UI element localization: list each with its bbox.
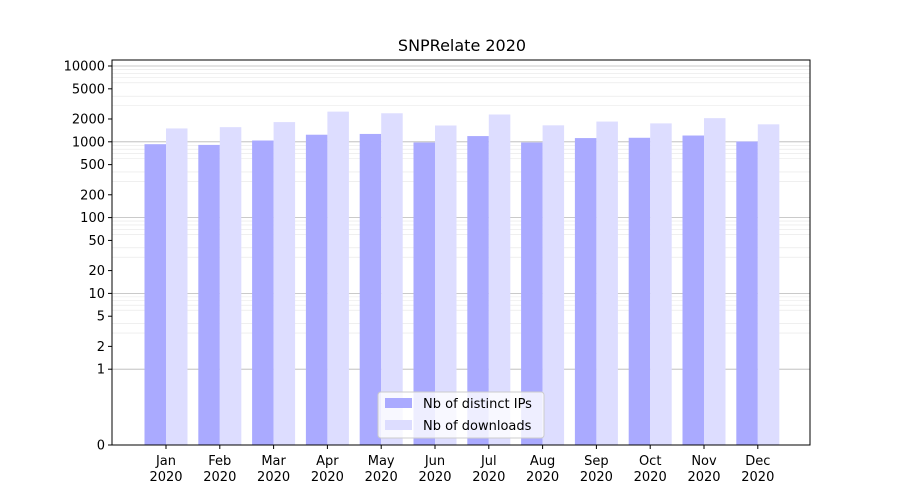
bar-distinct-ips-0 [144, 144, 166, 446]
y-tick-label: 1 [97, 363, 105, 378]
x-tick-label: Dec 2020 [741, 454, 774, 485]
x-tick-label: Nov 2020 [687, 454, 720, 485]
x-tick-label: May 2020 [365, 454, 398, 485]
bar-downloads-0 [166, 128, 188, 446]
bar-downloads-10 [704, 118, 726, 445]
bar-downloads-5 [435, 125, 457, 445]
x-tick-label: Sep 2020 [580, 454, 613, 485]
legend: Nb of distinct IPs Nb of downloads [377, 391, 545, 439]
chart-title: SNPRelate 2020 [398, 36, 526, 55]
legend-swatch [385, 398, 412, 408]
x-tick-label: Jul 2020 [472, 454, 505, 485]
bar-distinct-ips-10 [682, 135, 704, 445]
x-tick-label: Jun 2020 [418, 454, 451, 485]
y-tick-label: 20 [88, 264, 105, 279]
y-tick-label: 2000 [72, 112, 105, 127]
x-axis: Jan 2020 Feb 2020 Mar 2020 Apr 2020 May 2020 Jun 20… [149, 445, 774, 485]
bar-downloads-4 [381, 113, 403, 445]
x-tick-label: Mar 2020 [257, 454, 290, 485]
bar-distinct-ips-2 [252, 140, 274, 445]
bar-downloads-2 [273, 122, 296, 446]
legend-label: Nb of distinct IPs [423, 397, 532, 412]
bar-distinct-ips-7 [521, 142, 543, 445]
bar-distinct-ips-3 [305, 134, 328, 445]
y-tick-label: 0 [97, 439, 105, 454]
bar-downloads-11 [757, 124, 780, 445]
x-tick-label: Feb 2020 [203, 454, 236, 485]
plot-frame [111, 59, 811, 446]
bar-distinct-ips-4 [359, 133, 382, 446]
y-tick-label: 5000 [72, 82, 105, 97]
y-tick-label: 10 [88, 287, 105, 302]
x-tick-label: Oct 2020 [634, 454, 667, 485]
bar-distinct-ips-8 [574, 138, 597, 446]
y-tick-label: 1000 [72, 135, 105, 150]
bar-downloads-9 [650, 123, 672, 445]
bars [144, 111, 780, 446]
legend-swatch [385, 420, 412, 430]
bar-distinct-ips-6 [467, 136, 489, 446]
y-tick-label: 50 [88, 234, 105, 249]
bar-distinct-ips-9 [628, 137, 651, 445]
bar-downloads-1 [219, 127, 242, 446]
x-tick-label: Jan 2020 [149, 454, 182, 485]
y-tick-label: 100 [80, 211, 105, 226]
y-tick-label: 200 [80, 188, 105, 203]
x-tick-label: Apr 2020 [311, 454, 344, 485]
legend-label: Nb of downloads [423, 419, 532, 434]
bar-distinct-ips-11 [736, 141, 758, 445]
bar-distinct-ips-5 [413, 142, 435, 445]
y-tick-label: 10000 [64, 60, 105, 75]
bar-downloads-7 [542, 125, 565, 445]
y-tick-label: 5 [97, 310, 105, 325]
bar-distinct-ips-1 [198, 144, 220, 445]
y-tick-label: 2 [97, 340, 105, 355]
bar-downloads-8 [596, 121, 618, 445]
legend-box [377, 391, 545, 439]
x-tick-label: Aug 2020 [526, 454, 559, 485]
y-axis: 0 1 2 5 10 20 50 100 200 500 1000 2000 5000 10000 [64, 60, 112, 454]
bar-downloads-3 [327, 111, 349, 446]
y-tick-label: 500 [80, 158, 105, 173]
bar-downloads-6 [488, 114, 511, 446]
